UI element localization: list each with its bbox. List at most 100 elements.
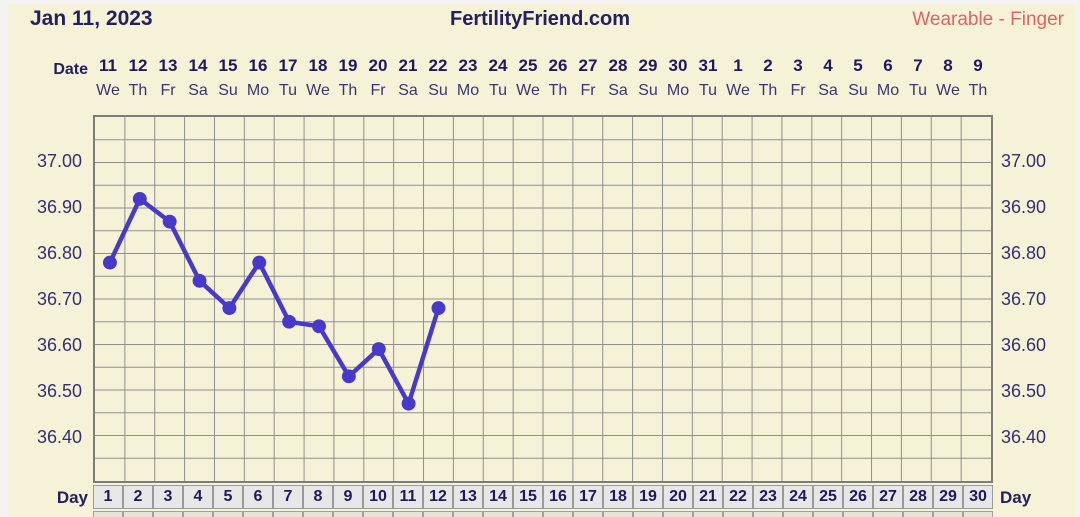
day-cell[interactable]: 1 (93, 485, 123, 509)
temperature-point[interactable] (102, 255, 117, 270)
temperature-point[interactable] (341, 369, 356, 384)
day-cell[interactable]: 17 (573, 485, 603, 509)
weekday-value: Su (848, 82, 868, 99)
date-axis-label: Date (53, 61, 88, 78)
temperature-point[interactable] (132, 191, 147, 206)
y-tick-label: 36.60 (36, 335, 82, 355)
weekday-value: We (516, 82, 540, 99)
date-value: 26 (548, 56, 568, 75)
day-cell[interactable]: 6 (243, 485, 273, 509)
day-cell[interactable]: 10 (363, 485, 393, 509)
next-row-cell (363, 511, 393, 517)
date-value: 29 (638, 56, 658, 75)
day-cell[interactable]: 23 (753, 485, 783, 509)
day-axis-label-right: Day (1000, 488, 1032, 507)
day-cell[interactable]: 2 (123, 485, 153, 509)
day-cell[interactable]: 18 (603, 485, 633, 509)
next-row-cell (843, 511, 873, 517)
date-value: 17 (278, 56, 298, 75)
next-row-cell (423, 511, 453, 517)
next-row-cell (903, 511, 933, 517)
date-value: 25 (518, 56, 538, 75)
temperature-chart-plot[interactable] (93, 115, 993, 483)
day-cell[interactable]: 16 (543, 485, 573, 509)
temperature-point[interactable] (192, 273, 207, 288)
temperature-point[interactable] (371, 342, 386, 356)
date-value: 14 (188, 56, 208, 75)
next-row-cell (213, 511, 243, 517)
day-cell[interactable]: 30 (963, 485, 993, 509)
next-row-cell (813, 511, 843, 517)
next-row-cell (543, 511, 573, 517)
weekday-value: Sa (188, 82, 208, 99)
day-cell[interactable]: 12 (423, 485, 453, 509)
day-cell[interactable]: 13 (453, 485, 483, 509)
y-tick-label: 36.70 (36, 289, 82, 309)
temperature-point[interactable] (252, 255, 267, 270)
y-tick-label: 36.90 (36, 197, 82, 217)
date-value: 13 (158, 56, 178, 75)
temperature-line-chart (95, 117, 991, 481)
day-cell[interactable]: 4 (183, 485, 213, 509)
next-row-cell (483, 511, 513, 517)
day-cell[interactable]: 20 (663, 485, 693, 509)
date-value: 4 (823, 56, 833, 75)
day-cell[interactable]: 14 (483, 485, 513, 509)
site-title: FertilityFriend.com (449, 8, 631, 30)
day-cell[interactable]: 11 (393, 485, 423, 509)
weekday-value: Su (428, 82, 448, 99)
weekday-value: Su (218, 82, 238, 99)
weekday-value: We (96, 82, 120, 99)
temperature-point[interactable] (312, 319, 326, 334)
date-value: 28 (608, 56, 628, 75)
date-value: 1 (733, 56, 743, 75)
weekday-value: Th (338, 82, 358, 99)
date-value: 8 (943, 56, 953, 75)
date-value: 23 (458, 56, 478, 75)
chart-start-date: Jan 11, 2023 (30, 7, 153, 30)
day-cell[interactable]: 7 (273, 485, 303, 509)
day-cell[interactable]: 27 (873, 485, 903, 509)
next-row-cell (933, 511, 963, 517)
next-row-cell (123, 511, 153, 517)
day-cell[interactable]: 29 (933, 485, 963, 509)
weekday-value: Fr (790, 82, 806, 99)
temperature-point[interactable] (401, 396, 416, 411)
temperature-point[interactable] (431, 301, 446, 316)
weekday-value: Tu (908, 82, 928, 99)
day-cell[interactable]: 25 (813, 485, 843, 509)
next-row-cell (783, 511, 813, 517)
temperature-point[interactable] (282, 314, 297, 329)
temperature-point[interactable] (222, 301, 237, 316)
weekday-value: Th (128, 82, 148, 99)
day-cell[interactable]: 22 (723, 485, 753, 509)
day-cell[interactable]: 15 (513, 485, 543, 509)
date-value: 22 (428, 56, 448, 75)
y-tick-label: 36.50 (1001, 381, 1047, 401)
day-cell[interactable]: 21 (693, 485, 723, 509)
y-tick-label: 36.40 (36, 427, 82, 447)
day-cell[interactable]: 24 (783, 485, 813, 509)
day-cell[interactable]: 19 (633, 485, 663, 509)
date-value: 11 (99, 56, 117, 75)
date-value: 19 (338, 56, 358, 75)
weekday-value: Sa (608, 82, 628, 99)
next-row-cell (663, 511, 693, 517)
next-row-cell (963, 511, 993, 517)
next-row-cell (603, 511, 633, 517)
weekday-value: Tu (698, 82, 718, 99)
date-value: 2 (763, 56, 773, 75)
weekday-value: Th (758, 82, 778, 99)
date-value: 27 (578, 56, 598, 75)
day-cell[interactable]: 3 (153, 485, 183, 509)
day-cell[interactable]: 8 (303, 485, 333, 509)
day-cell[interactable]: 26 (843, 485, 873, 509)
weekday-value: Sa (398, 82, 418, 99)
day-cell[interactable]: 9 (333, 485, 363, 509)
temperature-point[interactable] (162, 214, 177, 229)
weekday-value: Tu (488, 82, 508, 99)
day-cell[interactable]: 5 (213, 485, 243, 509)
day-cell[interactable]: 28 (903, 485, 933, 509)
weekday-value: Mo (456, 82, 480, 99)
